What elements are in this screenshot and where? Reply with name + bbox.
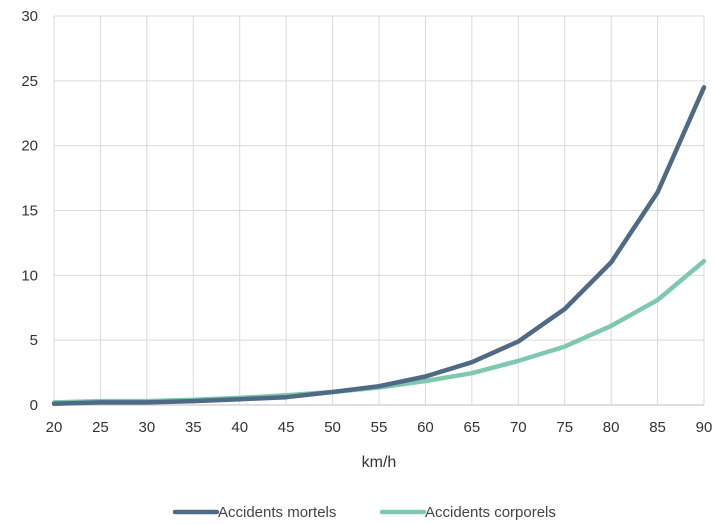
x-tick-label: 65 — [464, 419, 481, 436]
x-tick-label: 55 — [371, 419, 388, 436]
y-tick-label: 30 — [21, 8, 38, 25]
series-lines — [51, 85, 707, 406]
x-tick-label: 20 — [46, 419, 63, 436]
x-tick-label: 50 — [324, 419, 341, 436]
series-line-0 — [51, 85, 707, 406]
x-axis-ticks: 20 25 30 35 40 45 50 55 60 65 70 75 80 85 90 — [46, 419, 713, 436]
legend-label-1: Accidents corporels — [425, 504, 556, 521]
grid — [53, 15, 705, 406]
y-tick-label: 0 — [30, 397, 38, 414]
x-tick-label: 75 — [556, 419, 573, 436]
x-tick-label: 85 — [649, 419, 666, 436]
y-axis-ticks: 0 5 10 15 20 25 30 — [21, 8, 38, 414]
y-tick-label: 10 — [21, 267, 38, 284]
x-tick-label: 90 — [696, 419, 713, 436]
legend: Accidents mortels Accidents corporels — [172, 504, 556, 521]
x-tick-label: 45 — [278, 419, 295, 436]
x-tick-label: 35 — [185, 419, 202, 436]
legend-label-0: Accidents mortels — [218, 504, 336, 521]
x-tick-label: 40 — [231, 419, 248, 436]
x-tick-label: 80 — [603, 419, 620, 436]
x-tick-label: 25 — [92, 419, 109, 436]
x-tick-label: 70 — [510, 419, 527, 436]
y-tick-label: 25 — [21, 73, 38, 90]
y-tick-label: 20 — [21, 138, 38, 155]
x-tick-label: 30 — [139, 419, 156, 436]
y-tick-label: 15 — [21, 203, 38, 220]
x-tick-label: 60 — [417, 419, 434, 436]
x-axis-title: km/h — [362, 454, 397, 471]
y-tick-label: 5 — [30, 332, 38, 349]
